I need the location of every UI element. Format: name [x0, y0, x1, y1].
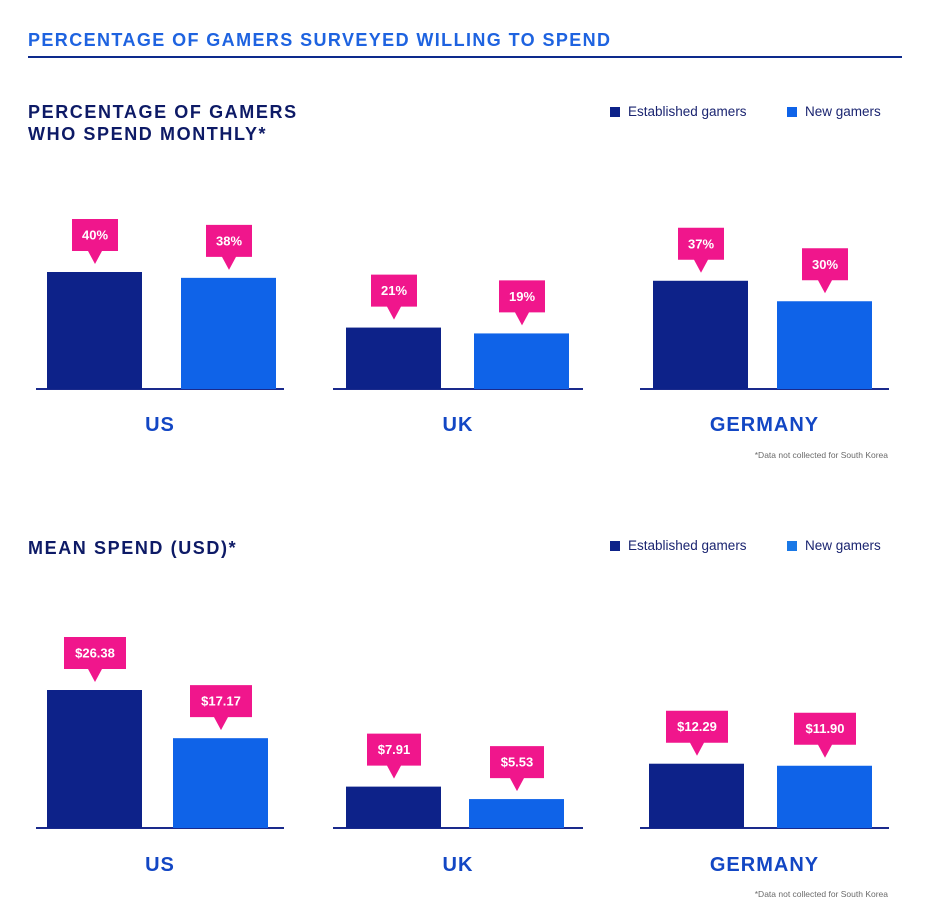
value-callout-us	[206, 224, 252, 270]
chart-1-footnote: *Data not collected for South Korea	[754, 450, 888, 460]
value-label-us: $26.38	[75, 646, 115, 661]
value-label-germany: 37%	[688, 236, 714, 251]
value-callout-us	[64, 637, 126, 682]
value-label-uk: $7.91	[378, 742, 411, 757]
bar-established-germany	[649, 763, 744, 828]
value-label-us: 40%	[82, 228, 108, 243]
value-callout-uk	[371, 274, 417, 320]
legend-label-established: Established gamers	[628, 538, 747, 553]
legend-item-established: Established gamers	[610, 104, 747, 119]
bar-new-us	[173, 738, 268, 828]
value-label-uk: 21%	[381, 283, 407, 298]
legend-item-new: New gamers	[787, 104, 881, 119]
chart-2-footnote: *Data not collected for South Korea	[754, 889, 888, 899]
value-label-germany: $11.90	[805, 721, 844, 736]
value-callout-germany	[678, 227, 724, 273]
value-callout-germany	[666, 710, 728, 756]
value-label-us: $17.17	[201, 694, 241, 709]
bar-established-us	[47, 272, 142, 389]
legend-swatch-established	[610, 107, 620, 117]
value-callout-us	[190, 685, 252, 731]
chart-2-title-line-1: MEAN SPEND (USD)*	[28, 538, 238, 558]
value-callout-uk	[490, 746, 544, 792]
bar-new-germany	[777, 765, 872, 828]
bar-established-us	[47, 690, 142, 828]
title-divider	[28, 56, 902, 58]
value-callout-uk	[367, 733, 421, 779]
category-label-us: US	[145, 414, 175, 436]
value-label-uk: 19%	[509, 289, 535, 304]
value-label-us: 38%	[216, 233, 242, 248]
category-label-us: US	[145, 854, 175, 876]
chart-1-title: PERCENTAGE OF GAMERS WHO SPEND MONTHLY*	[28, 101, 298, 145]
chart-2-title: MEAN SPEND (USD)*	[28, 537, 237, 559]
value-label-germany: $12.29	[677, 719, 717, 734]
legend-swatch-new	[787, 107, 797, 117]
bar-established-uk	[346, 327, 441, 389]
bar-new-uk	[474, 333, 569, 389]
legend-label-new: New gamers	[805, 538, 881, 553]
bar-new-germany	[777, 301, 872, 389]
bar-established-germany	[653, 280, 748, 389]
legend-swatch-established	[610, 541, 620, 551]
value-callout-us	[72, 219, 118, 264]
legend-swatch-new	[787, 541, 797, 551]
bar-established-uk	[346, 786, 441, 828]
legend-item-new: New gamers	[787, 538, 881, 553]
value-callout-uk	[499, 280, 545, 326]
chart-1-title-line-2: WHO SPEND MONTHLY*	[28, 124, 268, 144]
value-callout-germany	[802, 248, 848, 294]
category-label-uk: UK	[443, 414, 474, 436]
chart-1-title-line-1: PERCENTAGE OF GAMERS	[28, 102, 298, 122]
legend-label-new: New gamers	[805, 104, 881, 119]
legend-label-established: Established gamers	[628, 104, 747, 119]
legend-item-established: Established gamers	[610, 538, 747, 553]
value-label-germany: 30%	[812, 257, 838, 272]
value-callout-germany	[794, 712, 856, 758]
category-label-germany: GERMANY	[710, 854, 819, 876]
bar-new-uk	[469, 799, 564, 828]
bar-new-us	[181, 277, 276, 389]
category-label-uk: UK	[443, 854, 474, 876]
page-title: PERCENTAGE OF GAMERS SURVEYED WILLING TO…	[28, 30, 612, 50]
value-label-uk: $5.53	[501, 755, 534, 770]
category-label-germany: GERMANY	[710, 414, 819, 436]
